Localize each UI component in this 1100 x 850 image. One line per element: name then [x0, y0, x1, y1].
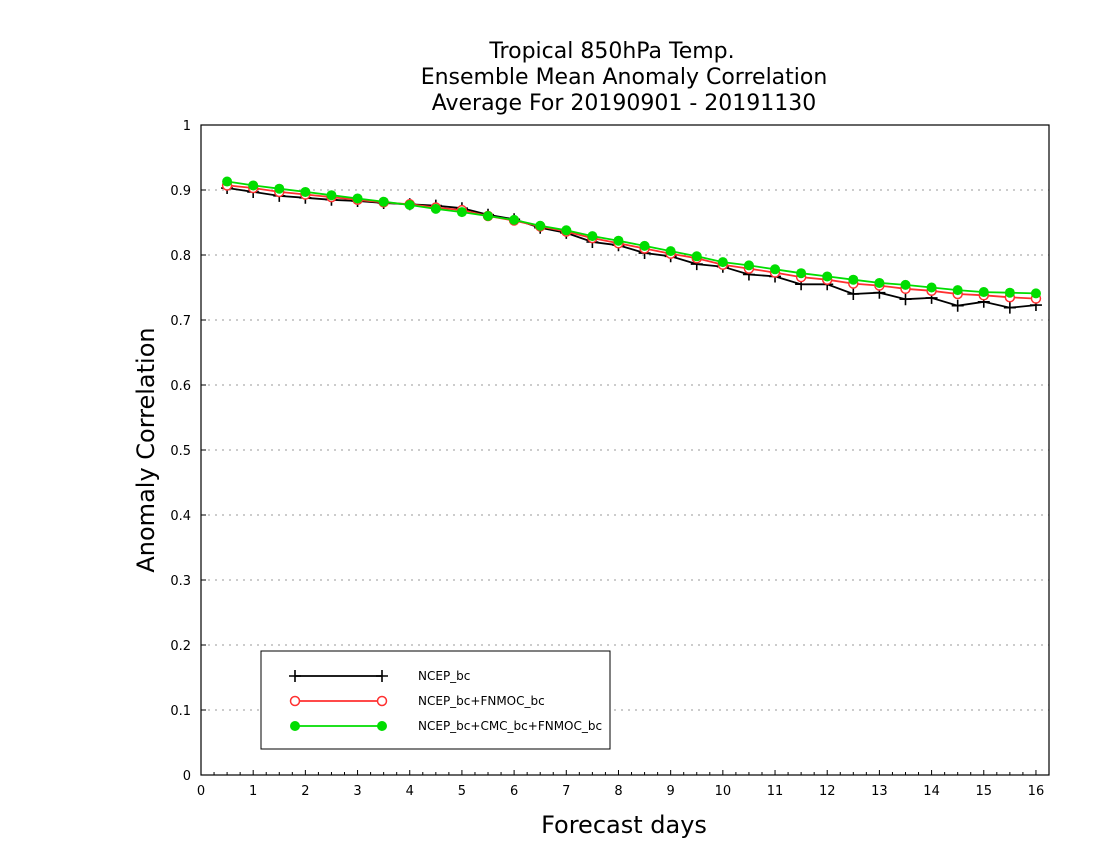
x-tick-label-12: 12 [819, 784, 836, 799]
x-tick-label-14: 14 [923, 784, 940, 799]
data-point-2-6 [378, 196, 389, 207]
x-tick-label-15: 15 [975, 784, 992, 799]
gridlines [201, 189, 1049, 711]
data-point-2-2 [274, 183, 285, 194]
y-tick-label-2: 0.2 [170, 639, 191, 654]
x-tick-label-10: 10 [715, 784, 732, 799]
y-tick-label-1: 0.1 [170, 704, 191, 719]
data-point-2-19 [717, 257, 728, 268]
y-tick-label-4: 0.4 [170, 509, 191, 524]
data-point-2-15 [613, 235, 624, 246]
data-point-2-25 [874, 277, 885, 288]
x-tick-label-1: 1 [249, 784, 257, 799]
x-tick-label-0: 0 [197, 784, 205, 799]
data-point-2-20 [743, 260, 754, 271]
y-axis: 0 0.1 0.2 0.3 0.4 0.5 0.6 0.7 0.8 0.9 1 [170, 119, 206, 784]
data-point-2-14 [587, 231, 598, 242]
data-point-0-26 [899, 293, 912, 306]
data-point-2-16 [639, 240, 650, 251]
data-point-2-29 [978, 287, 989, 298]
data-point-0-28 [951, 299, 964, 312]
legend-marker-1-a [289, 695, 301, 707]
data-point-2-7 [404, 199, 415, 210]
x-tick-label-16: 16 [1028, 784, 1045, 799]
y-tick-label-5: 0.5 [170, 444, 191, 459]
x-tick-label-5: 5 [458, 784, 466, 799]
y-tick-label-6: 0.6 [170, 379, 191, 394]
series-0 [221, 182, 1042, 314]
y-tick-label-3: 0.3 [170, 574, 191, 589]
data-point-2-12 [535, 220, 546, 231]
data-point-2-18 [691, 251, 702, 262]
data-point-2-13 [561, 225, 572, 236]
y-tick-label-0: 0 [183, 769, 191, 784]
title-line-1: Tropical 850hPa Temp. [488, 39, 734, 64]
data-point-2-11 [509, 214, 520, 225]
data-point-2-22 [796, 268, 807, 279]
data-point-0-30 [1003, 301, 1016, 314]
legend: NCEP_bc NCEP_bc+FNMOC_bc NCEP_bc+CMC_bc+FN… [260, 650, 611, 750]
x-tick-label-7: 7 [562, 784, 570, 799]
x-tick-label-2: 2 [301, 784, 309, 799]
x-tick-label-11: 11 [767, 784, 784, 799]
y-tick-label-9: 0.9 [170, 184, 191, 199]
y-tick-label-10: 1 [183, 119, 191, 134]
data-point-2-0 [222, 176, 233, 187]
data-point-2-17 [665, 246, 676, 257]
chart-title: Tropical 850hPa Temp. Ensemble Mean Anom… [421, 39, 828, 116]
legend-label-0: NCEP_bc [418, 669, 470, 683]
data-point-2-28 [952, 285, 963, 296]
x-axis-title: Forecast days [541, 811, 707, 839]
legend-marker-0-b [376, 670, 388, 682]
y-tick-label-8: 0.8 [170, 249, 191, 264]
data-point-0-24 [847, 288, 860, 300]
data-point-2-26 [900, 279, 911, 290]
x-tick-label-9: 9 [667, 784, 675, 799]
data-point-2-21 [770, 264, 781, 275]
series-lines [221, 176, 1042, 314]
x-tick-label-6: 6 [510, 784, 518, 799]
x-tick-label-8: 8 [614, 784, 622, 799]
series-line-1 [227, 184, 1037, 300]
data-point-2-3 [300, 186, 311, 197]
x-axis: 0 1 2 3 4 5 6 7 8 9 10 11 12 13 14 15 16 [197, 770, 1044, 799]
data-point-2-30 [1004, 287, 1015, 298]
legend-marker-1-b [376, 695, 388, 707]
x-tick-label-13: 13 [871, 784, 888, 799]
legend-label-1: NCEP_bc+FNMOC_bc [418, 694, 545, 708]
data-point-2-31 [1030, 288, 1041, 299]
x-tick-label-4: 4 [406, 784, 414, 799]
legend-box [260, 650, 611, 750]
data-point-2-5 [352, 193, 363, 204]
title-line-3: Average For 20190901 - 20191130 [432, 91, 817, 116]
legend-marker-0-a [289, 670, 301, 682]
data-point-2-9 [456, 207, 467, 218]
legend-label-2: NCEP_bc+CMC_bc+FNMOC_bc [418, 719, 602, 733]
data-point-2-24 [848, 274, 859, 285]
y-axis-title: Anomaly Correlation [132, 327, 160, 572]
y-tick-label-7: 0.7 [170, 314, 191, 329]
data-point-2-1 [248, 180, 259, 191]
legend-marker-2-b [377, 721, 387, 731]
data-point-2-8 [430, 203, 441, 214]
data-point-2-10 [483, 211, 494, 221]
data-point-2-23 [822, 271, 833, 282]
data-point-2-27 [926, 282, 937, 293]
series-1 [221, 180, 1042, 304]
series-2 [222, 176, 1041, 299]
legend-marker-2-a [290, 721, 300, 731]
data-point-2-4 [326, 190, 337, 201]
title-line-2: Ensemble Mean Anomaly Correlation [421, 65, 828, 90]
x-tick-label-3: 3 [353, 784, 361, 799]
